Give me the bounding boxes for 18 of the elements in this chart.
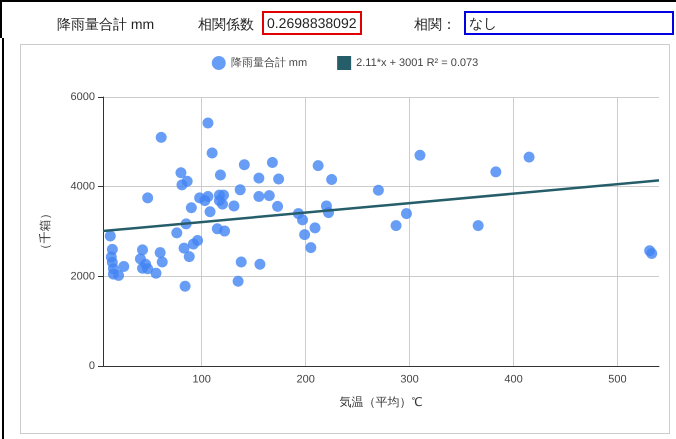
y-tick-label: 4000 [70,180,95,193]
text: 相関係数 [198,15,254,34]
text: 0.2698838092 [262,11,362,35]
legend-label: 降雨量合計 mm [230,56,308,69]
text: 降雨量合計 mm [57,15,154,34]
y-tick-label: 0 [88,360,95,372]
y-tick-label: 6000 [70,91,95,103]
x-tick-label: 100 [192,374,211,386]
text: 相関： [414,15,456,34]
legend-label: 2.11*x + 3001 R² = 0.073 [356,57,478,69]
x-tick-label: 300 [400,374,419,386]
x-tick-label: 200 [296,374,315,386]
text: なし [464,11,674,35]
x-tick-label: 400 [504,374,523,386]
x-axis-title: 気温（平均）℃ [340,395,422,409]
y-tick-label: 2000 [70,270,95,282]
x-tick-label: 500 [608,374,627,386]
y-axis-title: （千箱） [38,208,52,256]
